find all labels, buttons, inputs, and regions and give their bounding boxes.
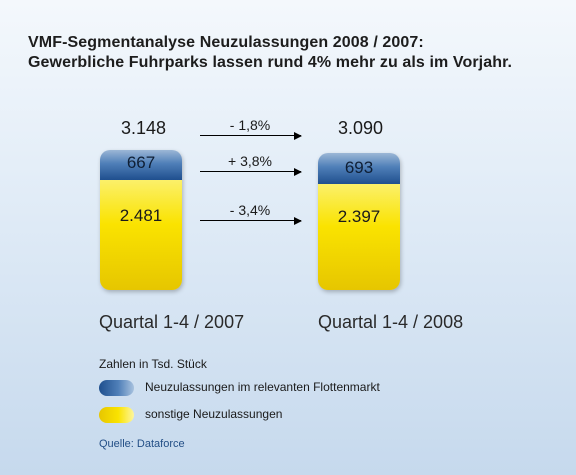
category-label-2008: Quartal 1-4 / 2008: [318, 312, 464, 332]
legend-swatch-fleet: [99, 380, 134, 396]
change-arrow-total: [200, 132, 302, 140]
title-line-1: VMF-Segmentanalyse Neuzulassungen 2008 /…: [28, 34, 424, 51]
stacked-bar-2008: 693 2.397: [318, 153, 400, 290]
value-label-other-2007: 2.481: [119, 206, 163, 225]
change-label-total: - 1,8%: [229, 117, 271, 133]
bar-segment-other-2007: 2.481: [100, 180, 182, 290]
change-arrow-other: [200, 217, 302, 225]
bar-segment-other-2008: 2.397: [318, 184, 400, 290]
change-label-fleet: + 3,8%: [228, 153, 272, 169]
bar-segment-fleet-2008: 693: [318, 153, 400, 184]
category-label-2007: Quartal 1-4 / 2007: [99, 312, 245, 332]
total-2007: 3.148: [121, 118, 167, 138]
source-note: Quelle: Dataforce: [99, 438, 185, 450]
chart-title: VMF-Segmentanalyse Neuzulassungen 2008 /…: [28, 33, 512, 73]
legend-swatch-other: [99, 407, 134, 423]
value-label-fleet-2007: 667: [126, 153, 156, 172]
total-2008: 3.090: [338, 118, 384, 138]
stacked-bar-2007: 667 2.481: [100, 150, 182, 290]
change-arrow-fleet: [200, 168, 302, 176]
legend-label-other: sonstige Neuzulassungen: [145, 407, 283, 421]
title-line-2: Gewerbliche Fuhrparks lassen rund 4% meh…: [28, 54, 513, 71]
value-label-other-2008: 2.397: [337, 207, 381, 226]
change-label-other: - 3,4%: [229, 202, 271, 218]
unit-note: Zahlen in Tsd. Stück: [99, 357, 207, 371]
legend-label-fleet: Neuzulassungen im relevanten Flottenmark…: [145, 380, 380, 394]
value-label-fleet-2008: 693: [344, 158, 374, 177]
bar-segment-fleet-2007: 667: [100, 150, 182, 180]
